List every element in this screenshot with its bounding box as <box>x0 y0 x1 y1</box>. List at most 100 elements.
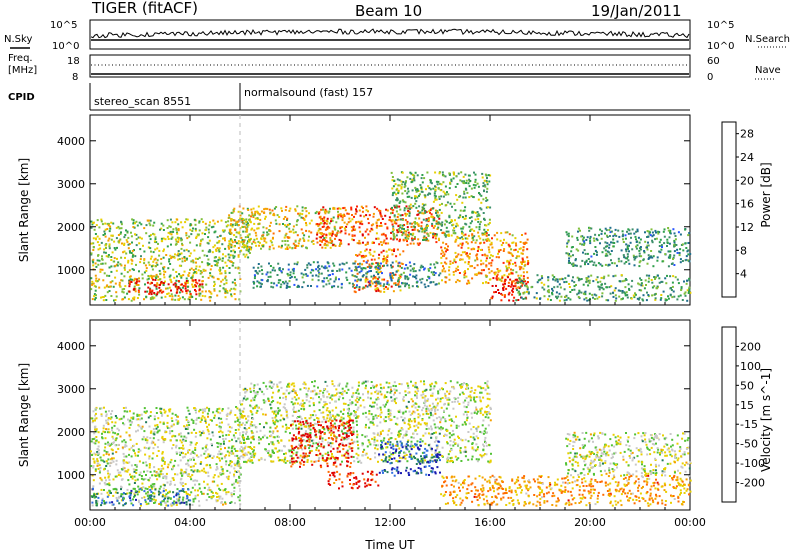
data-cell <box>468 257 471 260</box>
data-cell <box>323 237 326 240</box>
data-cell <box>219 448 222 451</box>
data-cell <box>189 458 191 461</box>
data-cell <box>227 259 230 262</box>
data-cell <box>192 498 195 501</box>
data-cell <box>299 212 302 215</box>
data-cell <box>368 263 371 266</box>
data-cell <box>343 206 346 209</box>
data-cell <box>189 224 192 227</box>
data-cell <box>148 292 151 295</box>
data-cell <box>176 288 179 291</box>
data-cell <box>608 246 611 249</box>
data-cell <box>148 485 151 488</box>
data-cell <box>363 215 366 218</box>
data-cell <box>184 282 187 285</box>
data-cell <box>474 259 477 262</box>
data-cell <box>687 253 690 256</box>
data-cell <box>673 232 676 235</box>
data-cell <box>224 275 227 278</box>
data-cell <box>458 195 461 198</box>
data-cell <box>215 410 218 413</box>
data-cell <box>166 219 169 222</box>
data-cell <box>174 294 177 297</box>
data-cell <box>625 248 627 251</box>
data-cell <box>434 283 437 286</box>
data-cell <box>406 266 409 269</box>
data-cell <box>264 215 267 218</box>
nave-tick-bottom: 0 <box>707 72 713 83</box>
data-cell <box>518 265 521 268</box>
data-cell <box>122 452 125 455</box>
data-cell <box>174 243 177 246</box>
data-cell <box>128 435 131 438</box>
data-cell <box>541 277 544 280</box>
data-cell <box>133 296 136 299</box>
data-cell <box>522 277 525 280</box>
data-cell <box>284 243 287 246</box>
data-cell <box>390 278 393 281</box>
data-cell <box>141 425 144 428</box>
data-cell <box>140 255 142 258</box>
data-cell <box>573 285 576 288</box>
data-cell <box>376 287 379 289</box>
data-cell <box>260 247 262 250</box>
data-cell <box>628 244 630 247</box>
data-cell <box>224 272 227 275</box>
data-cell <box>182 286 184 289</box>
data-cell <box>183 455 186 458</box>
data-cell <box>92 438 95 440</box>
data-cell <box>163 273 165 276</box>
data-cell <box>171 447 174 450</box>
data-cell <box>159 289 162 292</box>
data-cell <box>365 261 368 264</box>
data-cell <box>455 225 457 228</box>
data-cell <box>617 260 620 263</box>
data-cell <box>176 422 179 425</box>
data-cell <box>209 299 212 302</box>
data-cell <box>427 234 430 237</box>
data-cell <box>194 223 197 226</box>
data-cell <box>507 281 510 284</box>
data-cell <box>156 247 159 250</box>
data-cell <box>161 436 164 439</box>
data-cell <box>413 263 416 266</box>
data-cell <box>325 219 328 222</box>
data-cell <box>221 457 224 460</box>
data-cell <box>209 419 212 421</box>
data-cell <box>324 228 327 231</box>
data-cell <box>175 451 178 454</box>
data-cell <box>123 455 126 458</box>
data-cell <box>115 459 118 462</box>
data-cell <box>322 266 325 269</box>
data-cell <box>230 232 233 235</box>
data-cell <box>190 469 193 472</box>
data-cell <box>387 283 390 286</box>
data-cell <box>412 232 415 235</box>
data-cell <box>197 269 200 272</box>
colorbar-tick-label: 8 <box>740 244 747 257</box>
data-cell <box>292 231 295 234</box>
data-cell <box>175 444 178 447</box>
data-cell <box>596 297 599 300</box>
data-cell <box>165 475 168 478</box>
data-cell <box>137 485 140 488</box>
data-cell <box>133 277 136 280</box>
data-cell <box>120 468 123 470</box>
data-cell <box>98 482 101 485</box>
data-cell <box>515 278 518 281</box>
data-cell <box>688 277 691 280</box>
beam-title: Beam 10 <box>355 2 422 20</box>
data-cell <box>211 444 213 447</box>
y-tick-label: 2000 <box>57 221 85 234</box>
data-cell <box>441 171 444 174</box>
data-cell <box>228 454 231 457</box>
data-cell <box>458 215 461 218</box>
data-cell <box>123 296 126 299</box>
data-cell <box>281 244 283 247</box>
data-cell <box>429 179 432 182</box>
data-cell <box>228 464 231 467</box>
data-cell <box>107 475 110 478</box>
data-cell <box>576 293 579 296</box>
data-cell <box>417 225 420 227</box>
data-cell <box>254 241 257 244</box>
